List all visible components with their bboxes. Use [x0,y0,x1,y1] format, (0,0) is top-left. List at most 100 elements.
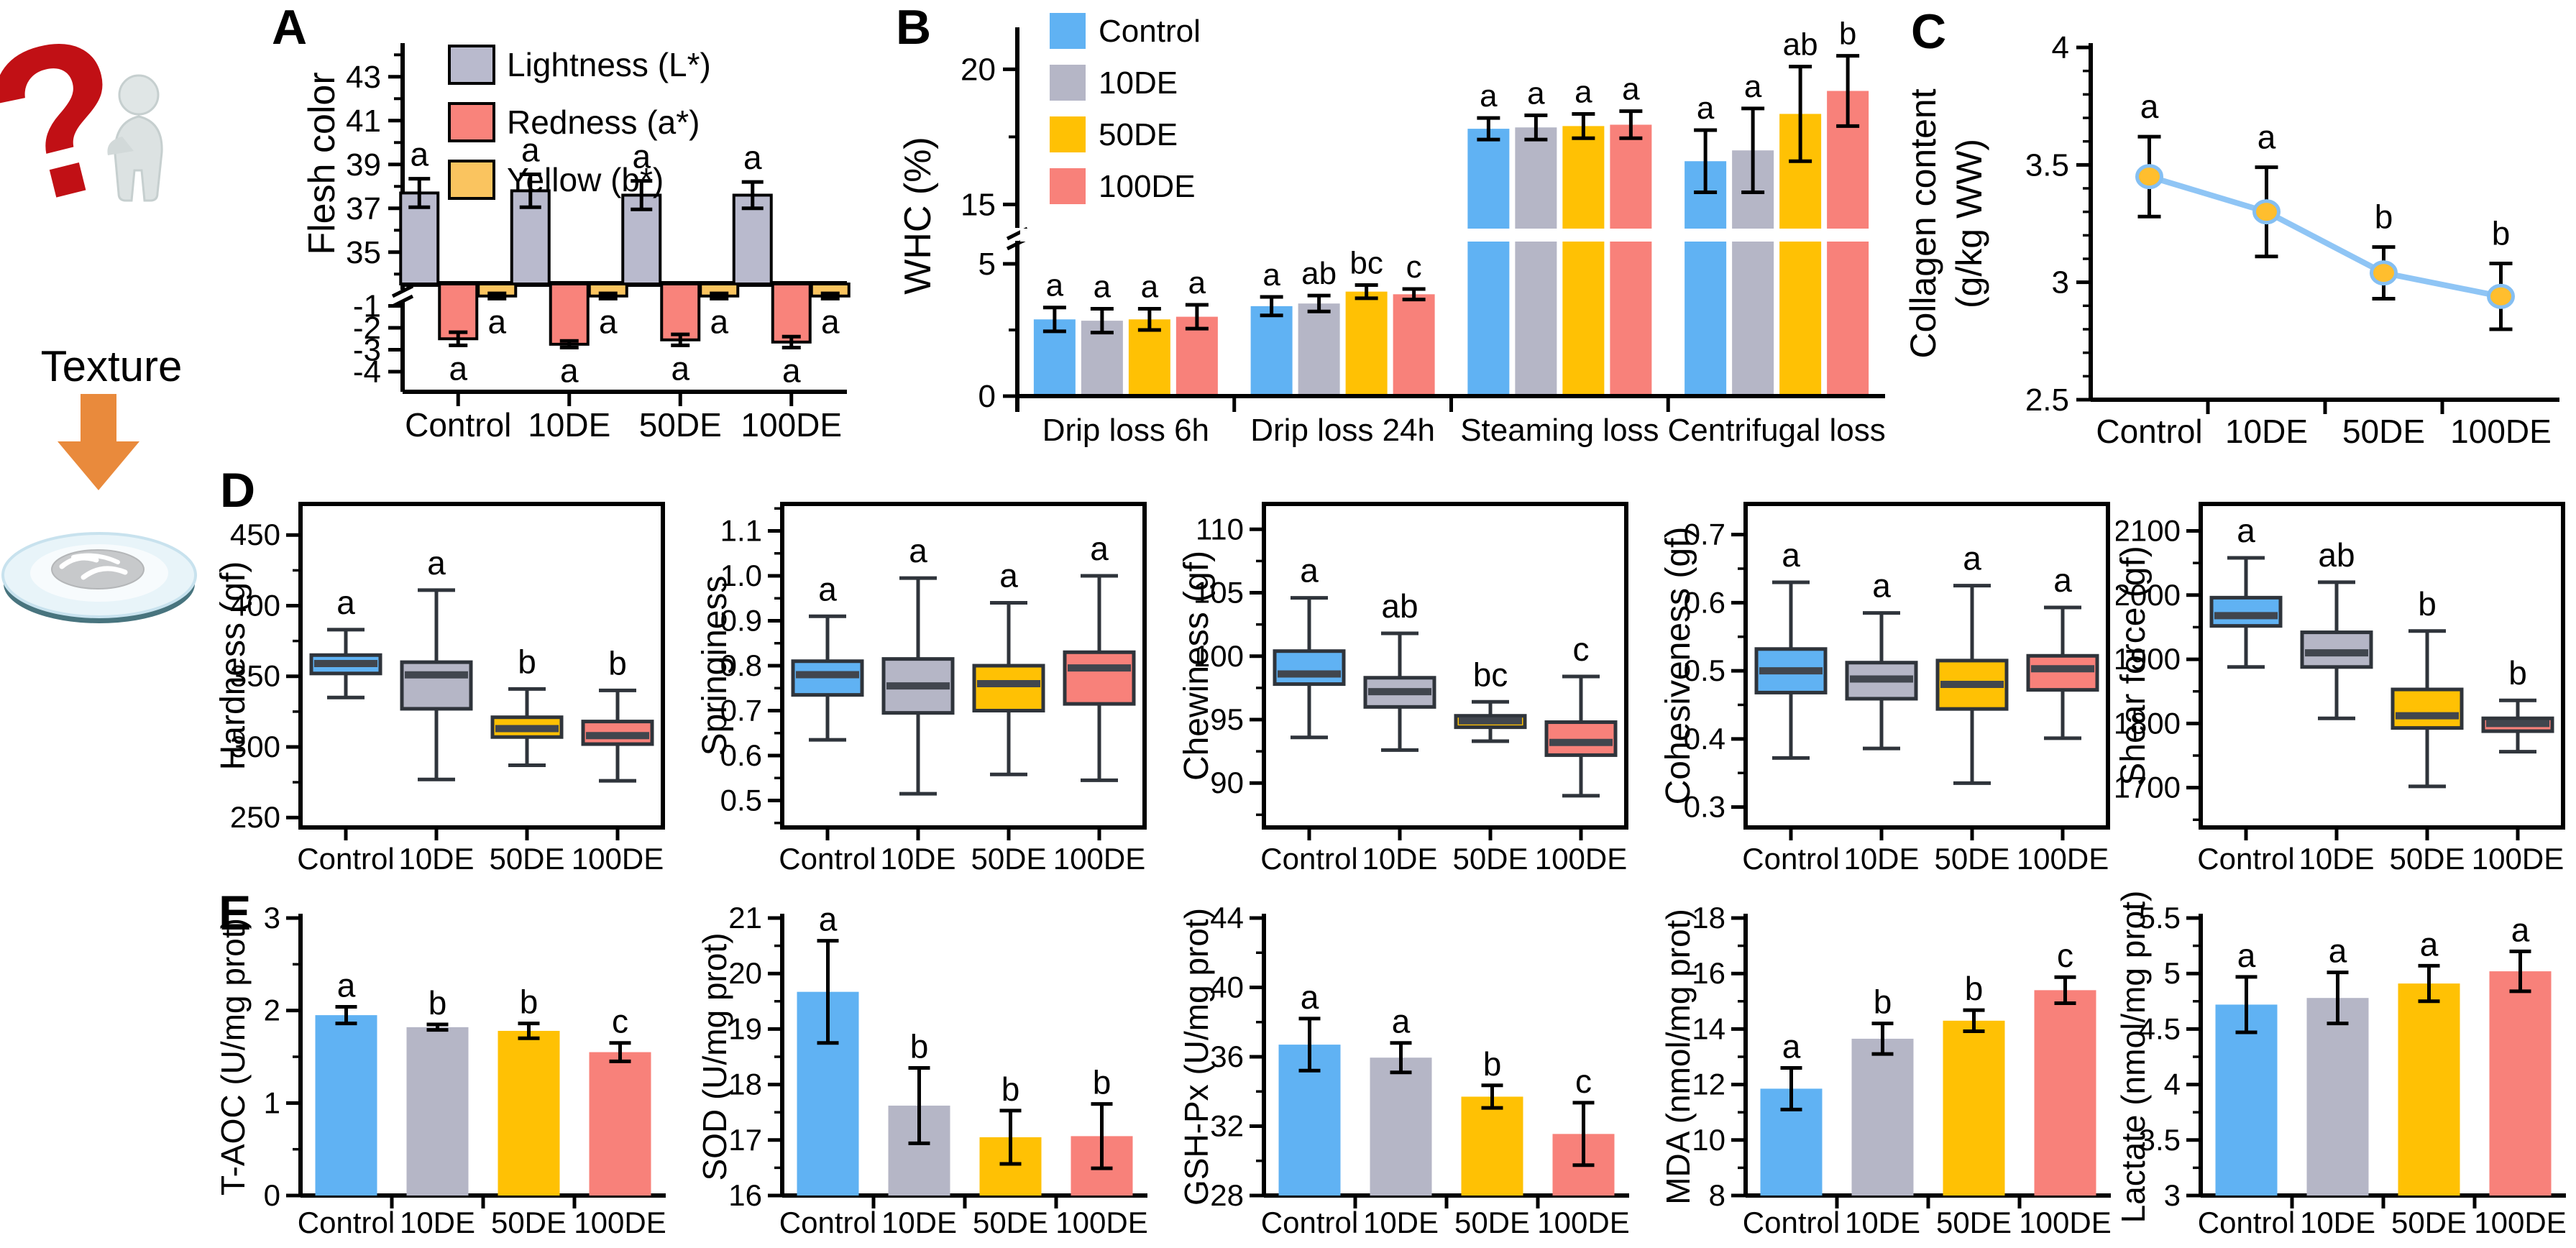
svg-text:10: 10 [1692,1123,1725,1157]
svg-text:50DE: 50DE [2389,842,2465,876]
svg-text:Control: Control [2197,842,2294,876]
svg-text:a: a [2237,512,2255,549]
svg-text:a: a [336,584,355,621]
svg-text:20: 20 [961,52,996,87]
svg-text:Lactate (nmol/mg prot): Lactate (nmol/mg prot) [2116,891,2152,1224]
panel-label-c: C [1911,4,1947,59]
svg-text:50DE: 50DE [2391,1206,2467,1239]
svg-text:0.6: 0.6 [1684,585,1725,619]
svg-text:100DE: 100DE [2017,842,2109,876]
svg-text:100DE: 100DE [572,842,664,876]
svg-text:Springiness: Springiness [697,576,734,756]
svg-text:100DE: 100DE [2019,1206,2111,1239]
svg-text:a: a [909,532,927,569]
svg-text:(g/kg WW): (g/kg WW) [1949,139,1989,308]
svg-text:15: 15 [961,187,996,222]
svg-text:Yellow (b*): Yellow (b*) [507,161,664,198]
svg-text:Flesh color: Flesh color [301,72,343,254]
svg-text:10DE: 10DE [1845,1206,1920,1239]
svg-text:Control: Control [1743,1206,1840,1239]
svg-text:40: 40 [1210,971,1244,1004]
hardness-chart-svg: 250 300 350 400 450 Control a 10DE a 50DE b 100DE b H… [214,502,665,876]
svg-text:a: a [1697,91,1715,126]
svg-text:100DE: 100DE [1055,1206,1147,1239]
svg-text:a: a [487,303,506,340]
svg-text:50DE: 50DE [1452,842,1528,876]
svg-text:a: a [2140,88,2159,125]
svg-text:a: a [1262,257,1280,293]
svg-text:100DE: 100DE [1053,842,1145,876]
svg-text:Drip loss 24h: Drip loss 24h [1250,413,1435,448]
svg-text:10DE: 10DE [881,1206,957,1239]
svg-text:105: 105 [1193,576,1244,610]
svg-text:a: a [1090,530,1109,567]
svg-text:20: 20 [728,956,762,990]
texture-label: Texture [41,342,183,390]
svg-text:Chewiness (gf): Chewiness (gf) [1179,551,1216,781]
svg-text:10DE: 10DE [528,406,610,444]
svg-text:Control: Control [1099,14,1201,49]
svg-text:Control: Control [405,406,511,444]
svg-text:a: a [1622,72,1640,107]
thinker-figure-icon [107,74,163,202]
mda-chart-svg: 8 10 12 14 16 18 a Control b 10DE b 50DE c 100DE MDA (… [1659,901,2112,1239]
svg-text:a: a [1480,78,1498,114]
svg-text:50DE: 50DE [971,842,1046,876]
panel-e-gsh-px-bar-chart: 28 32 36 40 44 a Control a 10DE b 50DE c 100DE GSH-Px… [1178,885,1639,1248]
svg-text:a: a [1046,268,1064,303]
svg-text:2100: 2100 [2116,514,2181,548]
chewiness-chart-svg: 90 95 100 105 110 Control a 10DE ab 50DE bc 100DE c C… [1178,502,1628,876]
svg-text:Cohesiveness (gf): Cohesiveness (gf) [1661,527,1697,805]
svg-text:0.4: 0.4 [1684,722,1725,756]
svg-text:10DE: 10DE [1843,842,1919,876]
svg-text:50DE: 50DE [489,842,564,876]
svg-text:a: a [1301,978,1319,1016]
panel-label-d: D [220,463,256,518]
svg-text:41: 41 [346,104,381,139]
svg-text:b: b [1483,1045,1502,1083]
svg-text:a: a [2053,561,2072,599]
svg-text:a: a [1392,1003,1411,1040]
svg-text:a: a [819,901,838,938]
svg-text:100DE: 100DE [741,406,842,444]
svg-text:a: a [560,352,579,389]
t_aoc-chart-svg: 0 1 2 3 a Control b 10DE b 50DE c 100DE T-AOC (U/mg … [214,901,666,1239]
svg-text:Centrifugal loss: Centrifugal loss [1667,413,1885,448]
svg-text:100DE: 100DE [1535,842,1627,876]
svg-text:32: 32 [1210,1109,1244,1143]
svg-text:Control: Control [1260,842,1357,876]
svg-text:a: a [1744,69,1762,104]
svg-text:Control: Control [779,842,876,876]
svg-text:c: c [1575,1063,1592,1100]
svg-text:-4: -4 [353,354,381,390]
svg-text:bc: bc [1349,245,1383,280]
svg-text:100DE: 100DE [2450,413,2552,450]
svg-text:b: b [1001,1070,1020,1108]
left-decoration-column: ? Texture [0,0,197,623]
svg-text:a: a [1094,270,1111,305]
svg-text:10DE: 10DE [2225,413,2308,450]
svg-text:0.5: 0.5 [1684,653,1725,687]
svg-text:-1: -1 [353,289,381,324]
panel-d-hardness-boxplot: 250 300 350 400 450 Control a 10DE a 50DE b 100DE b H… [214,464,676,889]
svg-text:1700: 1700 [2116,771,2181,804]
svg-text:a: a [1963,540,1981,577]
svg-text:a: a [1782,1027,1801,1065]
svg-text:Control: Control [2198,1206,2295,1239]
gsh_px-chart-svg: 28 32 36 40 44 a Control a 10DE b 50DE c 100DE GSH-Px… [1178,901,1630,1239]
svg-text:Control: Control [1261,1206,1358,1239]
svg-text:GSH-Px (U/mg prot): GSH-Px (U/mg prot) [1179,908,1215,1206]
svg-text:5.5: 5.5 [2139,901,2181,935]
svg-text:c: c [612,1003,628,1040]
panel-e-mda-bar-chart: 8 10 12 14 16 18 a Control b 10DE b 50DE c 100DE MDA (… [1659,885,2121,1248]
lactate-chart-svg: 3 3.5 4 4.5 5 5.5 a Control a 10DE a 50DE a 100DE Lact… [2114,891,2567,1239]
svg-text:Steaming loss: Steaming loss [1460,413,1659,448]
svg-text:SOD (U/mg prot): SOD (U/mg prot) [697,932,733,1180]
svg-text:b: b [2508,654,2527,692]
svg-text:1.0: 1.0 [720,559,762,592]
svg-text:0.7: 0.7 [1684,518,1725,551]
svg-text:ab: ab [1301,256,1337,291]
svg-text:ab: ab [2318,536,2355,574]
svg-text:100DE: 100DE [574,1206,666,1239]
svg-text:4: 4 [2052,30,2069,65]
